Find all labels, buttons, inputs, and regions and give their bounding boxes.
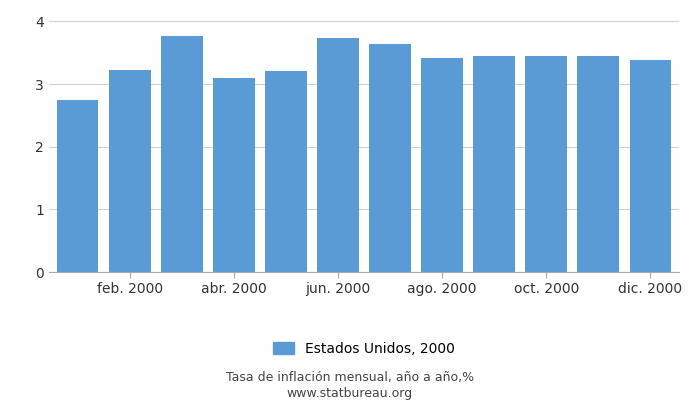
Bar — [213, 78, 255, 272]
Bar — [526, 56, 567, 272]
Bar — [629, 60, 671, 272]
Bar — [473, 56, 515, 272]
Bar — [317, 38, 359, 272]
Bar — [265, 71, 307, 272]
Bar — [161, 36, 202, 272]
Bar — [109, 70, 150, 272]
Legend: Estados Unidos, 2000: Estados Unidos, 2000 — [267, 336, 461, 361]
Text: www.statbureau.org: www.statbureau.org — [287, 388, 413, 400]
Text: Tasa de inflación mensual, año a año,%: Tasa de inflación mensual, año a año,% — [226, 372, 474, 384]
Bar — [57, 100, 99, 272]
Bar — [421, 58, 463, 272]
Bar — [578, 56, 619, 272]
Bar — [369, 44, 411, 272]
